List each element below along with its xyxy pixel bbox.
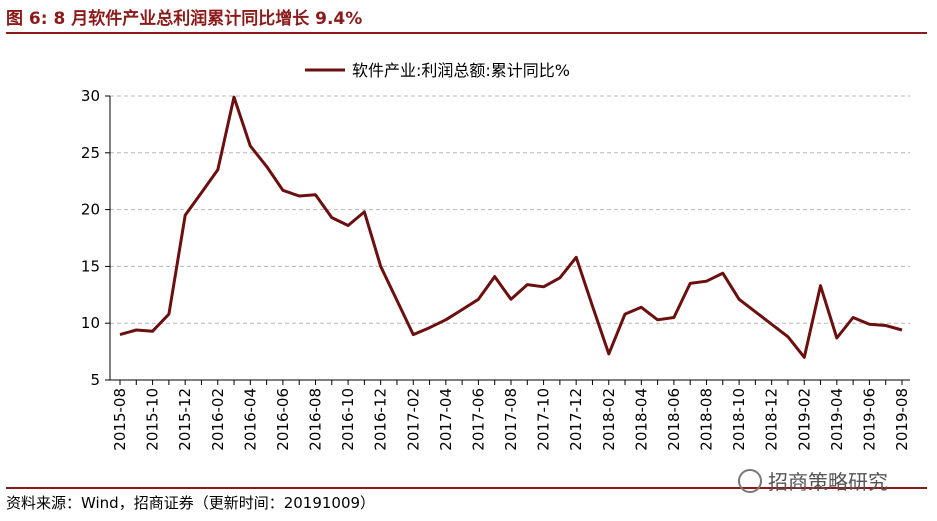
x-tick-label: 2015-10 [144,388,162,451]
y-tick-label: 25 [81,144,100,162]
x-tick-label: 2015-08 [111,388,129,451]
x-tick-label: 2017-12 [567,388,585,451]
y-tick-label: 5 [90,371,100,389]
figure-title: 图 6: 8 月软件产业总利润累计同比增长 9.4% [6,9,363,29]
y-tick-label: 20 [81,201,100,219]
x-tick-label: 2019-02 [795,388,813,451]
axes [105,95,910,385]
legend: 软件产业:利润总额:累计同比% [305,61,570,80]
x-tick-label: 2017-04 [437,388,455,451]
x-tick-label: 2018-06 [665,388,683,451]
x-tick-label: 2015-12 [176,388,194,451]
x-tick-label: 2018-12 [763,388,781,451]
y-tick-label: 10 [81,314,100,332]
x-tick-labels: 2015-08 2015-10 2015-12 2016-02 2016-04 2016-… [111,388,911,451]
series-layer [119,95,903,359]
x-tick-label: 2016-08 [307,388,325,451]
source-note: 资料来源：Wind，招商证券（更新时间：20191009） [6,494,376,512]
title-rule [6,32,927,34]
x-tick-label: 2019-08 [893,388,911,451]
y-tick-labels: 5 10 15 20 25 30 [81,87,100,389]
footer-rule [6,487,927,489]
legend-label: 软件产业:利润总额:累计同比% [352,61,570,80]
x-tick-label: 2019-04 [828,388,846,451]
x-tick-label: 2016-02 [209,388,227,451]
wechat-icon [738,468,762,493]
watermark-text: 招商策略研究 [768,470,888,494]
watermark: 招商策略研究 [738,466,888,495]
x-tick-label: 2018-08 [698,388,716,451]
x-tick-label: 2017-02 [404,388,422,451]
x-tick-label: 2018-10 [730,388,748,451]
x-tick-label: 2018-04 [632,388,650,451]
x-tick-label: 2016-04 [241,388,259,451]
x-tick-label: 2016-10 [339,388,357,451]
grid-lines [110,95,910,324]
y-tick-label: 15 [81,257,100,275]
x-tick-label: 2017-06 [469,388,487,451]
x-tick-label: 2017-08 [502,388,520,451]
x-tick-label: 2019-06 [860,388,878,451]
x-tick-label: 2016-06 [274,388,292,451]
x-tick-label: 2016-12 [372,388,390,451]
x-tick-label: 2018-02 [600,388,618,451]
y-tick-label: 30 [81,87,100,105]
x-tick-label: 2017-10 [535,388,553,451]
series-line [119,95,903,359]
line-chart: 5 10 15 20 25 30 2015-08 2015-10 2015-12 2016-02… [81,61,911,451]
